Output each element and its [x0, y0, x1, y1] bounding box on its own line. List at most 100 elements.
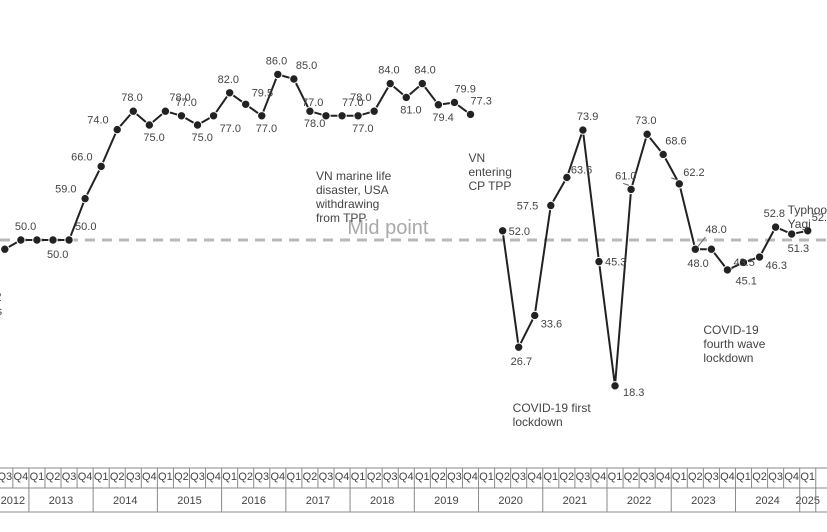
x-year-label: 2015 — [177, 495, 201, 507]
point-label: 52.0 — [509, 226, 530, 238]
annotation-text: crisis — [0, 304, 2, 318]
point-label: 73.9 — [577, 111, 598, 123]
x-quarter-label: Q4 — [784, 471, 799, 483]
annotation-text: disaster, USA — [316, 183, 389, 197]
point-label: 85.0 — [296, 60, 317, 72]
x-quarter-label: Q2 — [624, 471, 639, 483]
x-quarter-label: Q4 — [14, 471, 29, 483]
data-point — [338, 112, 346, 120]
data-point — [707, 245, 715, 253]
x-quarter-label: Q1 — [608, 471, 623, 483]
annotation-text: fourth wave — [703, 337, 765, 351]
x-quarter-label: Q1 — [351, 471, 366, 483]
x-quarter-label: Q1 — [158, 471, 173, 483]
x-quarter-label: Q1 — [415, 471, 430, 483]
data-point — [258, 112, 266, 120]
data-point — [17, 236, 25, 244]
x-quarter-label: Q2 — [367, 471, 382, 483]
x-quarter-label: Q4 — [335, 471, 350, 483]
data-point — [386, 79, 394, 87]
x-quarter-label: Q4 — [270, 471, 285, 483]
data-point — [33, 236, 41, 244]
x-quarter-label: Q3 — [447, 471, 462, 483]
data-point — [290, 75, 298, 83]
data-point — [49, 236, 57, 244]
x-quarter-label: Q2 — [752, 471, 767, 483]
data-point — [787, 230, 795, 238]
x-quarter-label: Q1 — [94, 471, 109, 483]
point-label: 50.0 — [75, 221, 96, 233]
point-label: 50.0 — [47, 249, 68, 261]
x-year-label: 2024 — [755, 495, 779, 507]
point-label: 48.0 — [687, 258, 708, 270]
point-label: 50.0 — [15, 221, 36, 233]
annotation-text: from TPP — [316, 211, 366, 225]
x-year-label: 2014 — [113, 495, 137, 507]
data-point — [113, 125, 121, 133]
point-label: 74.0 — [87, 115, 108, 127]
x-year-label: 2022 — [627, 495, 651, 507]
point-label: 75.0 — [143, 132, 164, 144]
data-point — [225, 89, 233, 97]
x-quarter-label: Q1 — [543, 471, 558, 483]
data-point — [1, 245, 9, 253]
point-label: 59.0 — [55, 184, 76, 196]
data-point — [771, 223, 779, 231]
point-label: 33.6 — [541, 318, 562, 330]
x-quarter-label: Q4 — [720, 471, 735, 483]
point-label: 63.6 — [571, 164, 592, 176]
x-quarter-label: Q3 — [0, 471, 12, 483]
point-label: 52.8 — [764, 208, 785, 220]
point-label: 45.1 — [735, 276, 756, 288]
x-quarter-label: Q3 — [768, 471, 783, 483]
point-label: 77.0 — [256, 123, 277, 135]
data-point — [547, 201, 555, 209]
point-label: 48.0 — [705, 224, 726, 236]
data-point — [531, 311, 539, 319]
data-point — [755, 253, 763, 261]
annotation-text: Typhoon — [788, 203, 827, 217]
data-point — [498, 227, 506, 235]
data-point — [97, 162, 105, 170]
x-quarter-label: Q1 — [800, 471, 815, 483]
annotation-text: COVID-19 — [703, 323, 759, 337]
x-quarter-label: Q4 — [656, 471, 671, 483]
point-label: 68.6 — [665, 135, 686, 147]
point-label: 79.4 — [432, 112, 453, 124]
data-point — [595, 257, 603, 265]
label-tick — [623, 183, 629, 185]
data-point — [675, 180, 683, 188]
point-label: 43.5 — [733, 257, 754, 269]
x-quarter-label: Q4 — [142, 471, 157, 483]
x-quarter-label: Q2 — [431, 471, 446, 483]
x-year-label: 2021 — [563, 495, 587, 507]
point-label: 82.0 — [218, 74, 239, 86]
point-label: 26.7 — [511, 356, 532, 368]
data-point — [659, 150, 667, 158]
point-label: 78.0 — [350, 92, 371, 104]
data-point — [177, 112, 185, 120]
point-label: 62.2 — [683, 167, 704, 179]
point-label: 81.0 — [400, 104, 421, 116]
x-quarter-label: Q3 — [126, 471, 141, 483]
point-label: 57.5 — [517, 201, 538, 213]
data-point — [466, 110, 474, 118]
x-quarter-label: Q3 — [640, 471, 655, 483]
x-year-label: 2023 — [691, 495, 715, 507]
point-label: 77.0 — [302, 97, 323, 109]
point-label: 45.3 — [605, 257, 626, 269]
x-quarter-label: Q2 — [303, 471, 318, 483]
data-point — [81, 194, 89, 202]
x-quarter-label: Q3 — [254, 471, 269, 483]
x-quarter-label: Q2 — [174, 471, 189, 483]
x-year-label: 2012 — [1, 495, 25, 507]
data-point — [241, 100, 249, 108]
x-year-label: 2013 — [49, 495, 73, 507]
annotation-text: COVID-19 first — [513, 401, 592, 415]
data-point — [161, 107, 169, 115]
x-quarter-label: Q4 — [399, 471, 414, 483]
annotation-text: withdrawing — [315, 197, 379, 211]
data-point — [643, 130, 651, 138]
point-label: 77.0 — [220, 123, 241, 135]
point-label: 77.0 — [352, 123, 373, 135]
